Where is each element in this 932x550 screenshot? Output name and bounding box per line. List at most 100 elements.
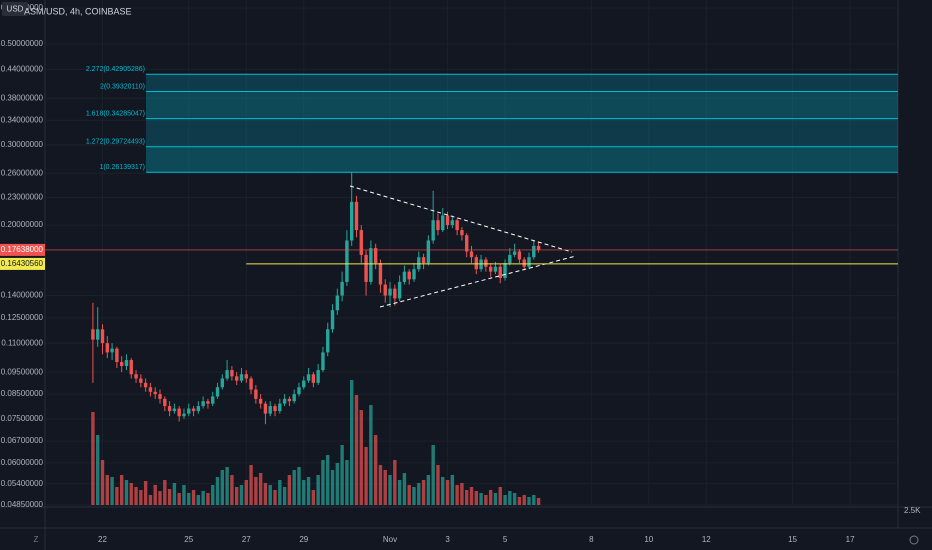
candle-body <box>167 406 172 412</box>
x-tick-label: 22 <box>98 535 107 544</box>
candle-body <box>143 382 148 388</box>
currency-badge[interactable] <box>2 2 28 16</box>
fib-band <box>146 74 898 92</box>
y-tick-label: 0.11000000 <box>1 338 43 347</box>
volume-bar <box>383 470 387 505</box>
volume-bar <box>417 483 421 505</box>
candle-body <box>484 259 488 267</box>
volume-bar <box>163 480 167 505</box>
candle-body <box>316 370 320 383</box>
volume-bar <box>484 495 488 505</box>
candle-body <box>321 352 325 371</box>
candle-body <box>110 348 114 353</box>
candle-body <box>508 254 512 264</box>
candle-body <box>196 406 201 412</box>
volume-bar <box>412 487 416 505</box>
candle-body <box>326 329 330 353</box>
volume-bar <box>431 445 435 505</box>
volume-bar <box>359 410 363 505</box>
candle-body <box>536 245 541 251</box>
volume-bar <box>268 485 272 505</box>
x-tick-label: 5 <box>503 535 508 544</box>
volume-bar <box>167 489 172 505</box>
volume-bar <box>254 477 258 505</box>
volume-bar <box>393 460 397 505</box>
price-label: 0.17638000 <box>1 245 44 254</box>
triangle-lower <box>379 255 577 308</box>
y-tick-label: 0.05400000 <box>1 479 44 488</box>
volume-bar <box>143 481 148 505</box>
axes: 0.600000000.500000000.440000000.38000000… <box>1 3 855 544</box>
volume-bar <box>421 480 426 505</box>
candle-body <box>373 248 378 264</box>
candle-body <box>158 394 162 399</box>
candle-body <box>115 348 119 363</box>
corner-label[interactable]: Z <box>34 535 39 544</box>
volume-bar <box>354 395 359 505</box>
candle-body <box>340 281 344 296</box>
candles <box>91 171 541 425</box>
candle-body <box>498 266 502 279</box>
candle-body <box>460 230 464 236</box>
candle-body <box>402 271 407 282</box>
y-tick-label: 0.26000000 <box>1 168 44 177</box>
volume-bar <box>91 412 95 505</box>
triangle <box>349 185 577 308</box>
volume-bar <box>445 480 450 505</box>
candle-body <box>369 248 373 282</box>
volume-bar <box>211 485 215 505</box>
candle-body <box>445 215 450 226</box>
fib-band <box>146 146 898 173</box>
candle-body <box>512 251 517 255</box>
candle-body <box>134 374 138 379</box>
volume-bar <box>201 491 205 505</box>
volume-bar <box>196 495 201 505</box>
fib-label: 1.272(0.29724493) <box>86 139 145 146</box>
candle-body <box>345 240 349 282</box>
candle-body <box>450 220 455 226</box>
volume-bar <box>234 487 239 505</box>
x-tick-label: 12 <box>702 535 711 544</box>
volume-bar <box>124 480 129 505</box>
candle-body <box>230 370 234 377</box>
candle-body <box>311 374 316 383</box>
y-tick-label: 0.34000000 <box>1 115 44 124</box>
x-tick-label: 17 <box>846 535 855 544</box>
price-label-box <box>0 257 45 270</box>
volume-bar <box>129 483 133 505</box>
volume-bar <box>158 491 162 505</box>
y-tick-label: 0.30000000 <box>1 140 44 149</box>
fib-label: 2(0.39320110) <box>100 83 145 90</box>
candle-body <box>412 269 416 280</box>
volume-bar <box>508 491 512 505</box>
candle-body <box>191 408 196 412</box>
y-tick-label: 0.07500000 <box>1 414 44 423</box>
volume-bar <box>263 483 268 505</box>
volume-bar <box>115 487 119 505</box>
candle-body <box>517 251 522 260</box>
volume-bar <box>364 447 368 505</box>
volume-bar <box>503 495 507 505</box>
candle-body <box>383 284 387 296</box>
y-tick-label: 0.12500000 <box>1 313 44 322</box>
volume-bar <box>287 475 292 505</box>
candle-body <box>182 413 186 417</box>
volume-bar <box>134 487 138 505</box>
candle-body <box>426 240 431 264</box>
volume-bar <box>326 455 330 505</box>
candle-body <box>306 374 311 381</box>
candle-body <box>172 408 177 412</box>
volume-bar <box>527 497 531 505</box>
volume-bar <box>258 473 263 505</box>
candle-body <box>465 235 469 252</box>
volume-bar <box>536 498 541 505</box>
y-tick-label: 0.20000000 <box>1 220 44 229</box>
candle-body <box>436 220 440 231</box>
candle-body <box>201 401 205 407</box>
volume-bar <box>436 465 440 505</box>
volume-bar <box>460 483 464 505</box>
volume-bar <box>244 480 248 505</box>
fib-label: 2.272(0.42905286) <box>86 66 145 73</box>
settings-icon[interactable] <box>909 535 919 545</box>
candle-body <box>330 310 335 330</box>
